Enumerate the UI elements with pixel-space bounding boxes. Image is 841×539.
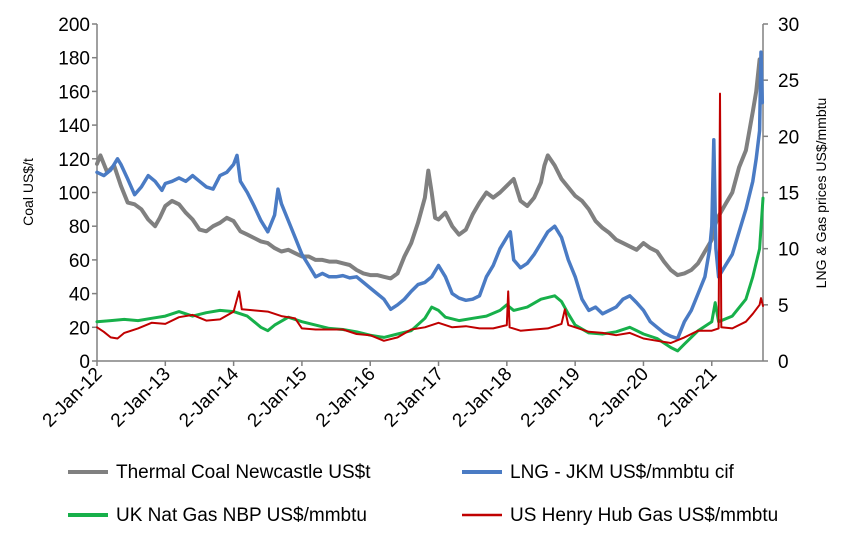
series-line-1 xyxy=(95,57,763,281)
right-axis-ticks: 0 5 10 15 20 25 30 xyxy=(763,15,799,373)
series-line-3 xyxy=(95,196,765,353)
left-tick-label: 60 xyxy=(69,251,90,272)
x-tick-label: 2-Jan-18 xyxy=(448,364,516,432)
x-tick-label: 2-Jan-12 xyxy=(39,364,107,432)
legend-label: Thermal Coal Newcastle US$t xyxy=(116,462,371,483)
left-tick-label: 20 xyxy=(69,318,90,339)
left-tick-label: 100 xyxy=(58,184,90,205)
legend: Thermal Coal Newcastle US$t LNG - JKM US$… xyxy=(68,462,778,526)
left-tick-label: 120 xyxy=(58,150,90,171)
series-line-2 xyxy=(95,50,765,341)
right-tick-label: 20 xyxy=(778,127,799,148)
left-tick-label: 200 xyxy=(58,15,90,36)
x-tick-label: 2-Jan-20 xyxy=(585,364,653,432)
x-tick-label: 2-Jan-17 xyxy=(380,364,448,432)
left-tick-label: 160 xyxy=(58,82,90,103)
right-axis-title: LNG & Gas prices US$/mmbtu xyxy=(813,98,829,289)
left-tick-label: 40 xyxy=(69,285,90,306)
right-tick-label: 0 xyxy=(778,352,789,373)
legend-label: US Henry Hub Gas US$/mmbtu xyxy=(510,505,778,526)
x-tick-label: 2-Jan-15 xyxy=(244,364,312,432)
x-axis-ticks: 2-Jan-12 2-Jan-13 2-Jan-14 2-Jan-15 2-Jan-16… xyxy=(39,361,721,432)
left-tick-label: 80 xyxy=(69,217,90,238)
right-tick-label: 10 xyxy=(778,240,799,261)
left-axis-ticks: 0 20 40 60 80 100 120 140 160 180 200 xyxy=(58,15,97,373)
right-tick-label: 15 xyxy=(778,184,799,205)
x-tick-label: 2-Jan-14 xyxy=(175,363,243,431)
left-tick-label: 180 xyxy=(58,49,90,70)
left-tick-label: 140 xyxy=(58,116,90,137)
x-tick-label: 2-Jan-13 xyxy=(107,364,175,432)
left-axis-title: Coal US$/t xyxy=(20,158,36,226)
x-tick-label: 2-Jan-21 xyxy=(653,364,721,432)
left-tick-label: 0 xyxy=(79,352,90,373)
right-tick-label: 30 xyxy=(778,15,799,36)
x-tick-label: 2-Jan-16 xyxy=(312,364,380,432)
legend-label: UK Nat Gas NBP US$/mmbtu xyxy=(116,505,367,526)
right-tick-label: 25 xyxy=(778,71,799,92)
legend-label: LNG - JKM US$/mmbtu cif xyxy=(510,462,735,483)
x-tick-label: 2-Jan-19 xyxy=(517,364,585,432)
series-line-4 xyxy=(96,92,764,344)
series-lines xyxy=(95,50,765,353)
right-tick-label: 5 xyxy=(778,296,789,317)
